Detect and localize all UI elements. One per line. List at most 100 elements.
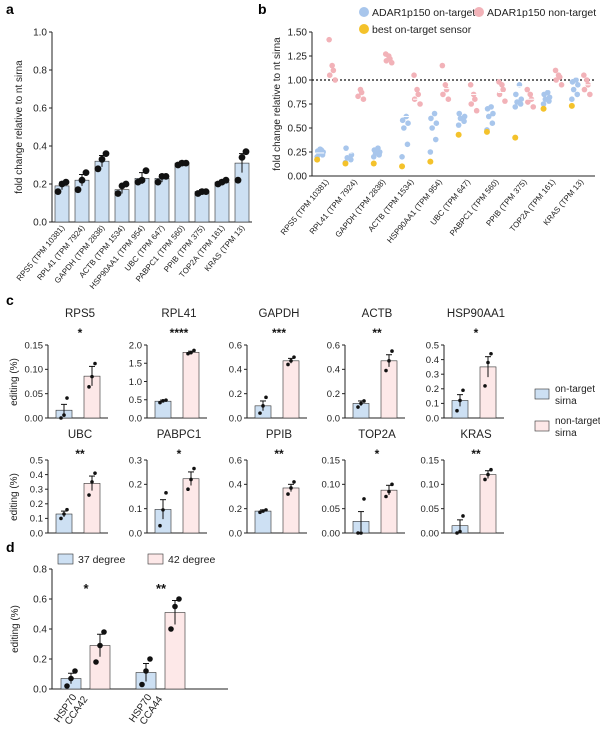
b-non-target-point — [555, 72, 562, 78]
b-on-target-point — [569, 96, 575, 102]
c-KRAS-data-point — [489, 467, 493, 472]
c-significance-marker: * — [375, 447, 380, 461]
b-non-target-point — [330, 67, 337, 74]
c-PPIB-bar — [282, 487, 300, 534]
b-non-target-point — [558, 82, 565, 88]
c-significance-marker: ** — [471, 447, 481, 461]
c-GAPDH-data-point — [258, 411, 262, 415]
b-non-target-point — [500, 86, 506, 93]
b-legend-marker — [359, 7, 369, 17]
b-on-target-point — [575, 82, 581, 88]
a-data-point — [74, 186, 82, 194]
c-significance-marker: *** — [272, 326, 286, 340]
c-legend-label-line2: sirna — [555, 428, 577, 439]
c-TOP2A-y-tick-label: 0.00 — [322, 528, 341, 539]
b-on-target-point — [461, 113, 468, 120]
a-y-axis-label: fold change relative to nt sirna — [14, 60, 25, 194]
b-non-target-point — [414, 86, 420, 93]
c-KRAS-data-point — [455, 531, 459, 535]
a-data-point — [102, 150, 110, 158]
c-HSP90AA1-y-tick-label: 0.5 — [426, 340, 439, 351]
a-data-point — [94, 165, 102, 173]
c-HSP90AA1-data-point — [489, 351, 493, 356]
c-TOP2A-data-point — [387, 489, 391, 494]
c-TOP2A-y-tick-label: 0.10 — [322, 480, 341, 491]
b-non-target-point — [443, 86, 450, 93]
d-y-tick-label: 0.6 — [33, 595, 47, 606]
b-legend-marker — [474, 7, 484, 17]
a-data-point — [138, 176, 146, 184]
b-legend-label: ADAR1p150 non-target — [487, 7, 596, 19]
b-y-tick-label: 0.25 — [288, 148, 308, 159]
c-HSP90AA1-y-tick-label: 0.2 — [426, 384, 439, 395]
b-non-target-point — [552, 67, 559, 74]
b-x-tick-label: HSP90AA1 (TPM 954) — [385, 177, 444, 245]
c-ACTB-data-point — [390, 349, 394, 353]
b-legend-label: best on-target sensor — [372, 24, 472, 36]
c-RPS5-data-point — [62, 413, 66, 417]
c-ACTB-data-point — [387, 359, 391, 363]
b-on-target-point — [540, 101, 547, 107]
c-TOP2A-bar — [380, 489, 398, 534]
c-UBC-y-tick-label: 0.1 — [30, 514, 43, 525]
b-non-target-point — [581, 72, 587, 78]
a-y-tick-label: 0.4 — [33, 142, 47, 153]
d-legend-swatch-42 — [147, 553, 164, 565]
a-data-point — [222, 176, 230, 184]
c-UBC-data-point — [65, 507, 69, 512]
a-data-point — [238, 154, 246, 161]
d-data-point — [139, 681, 145, 688]
c-RPL41-data-point — [161, 399, 165, 403]
b-non-target-point — [445, 96, 452, 102]
c-TOP2A-data-point — [356, 531, 360, 535]
c-significance-marker: * — [177, 447, 182, 461]
b-non-target-point — [326, 36, 332, 43]
c-HSP90AA1-y-tick-label: 0.4 — [426, 355, 439, 366]
c-legend-swatch-on-target — [534, 388, 550, 400]
a-data-point — [154, 178, 162, 186]
c-GAPDH-data-point — [261, 404, 265, 408]
d-y-tick-label: 0.4 — [33, 625, 47, 636]
b-on-target-point — [490, 110, 496, 117]
c-PABPC1-data-point — [186, 487, 190, 492]
b-on-target-point — [546, 94, 553, 101]
c-RPS5-data-point — [65, 396, 69, 400]
c-RPS5-y-tick-label: 0.00 — [25, 413, 44, 424]
c-RPS5-y-tick-label: 0.15 — [25, 340, 44, 351]
c-RPL41-data-point — [186, 351, 190, 356]
c-UBC-data-point — [62, 512, 66, 516]
b-y-tick-label: 1.00 — [288, 76, 308, 87]
b-on-target-point — [514, 99, 520, 105]
b-non-target-point — [527, 91, 534, 98]
d-legend-swatch-37 — [57, 553, 74, 565]
c-PABPC1-y-tick-label: 0.2 — [129, 480, 142, 491]
c-PABPC1-data-point — [189, 477, 193, 482]
c-GAPDH-y-tick-label: 0.4 — [229, 365, 242, 376]
b-non-target-point — [382, 51, 389, 57]
c-ACTB-data-point — [356, 405, 360, 409]
c-PPIB-y-tick-label: 0.2 — [229, 504, 242, 515]
b-on-target-point — [518, 96, 525, 102]
a-y-tick-label: 0.6 — [33, 104, 47, 115]
c-ACTB-bar — [380, 360, 398, 419]
c-TOP2A-data-point — [390, 482, 394, 487]
c-subplot-title: RPS5 — [65, 308, 95, 320]
b-non-target-point — [524, 86, 531, 93]
c-KRAS-y-tick-label: 0.10 — [421, 480, 440, 491]
d-legend-label: 42 degree — [168, 554, 215, 566]
d-significance-marker: ** — [156, 581, 167, 596]
c-PPIB-y-tick-label: 0.6 — [229, 455, 242, 466]
c-ACTB-y-tick-label: 0.0 — [327, 413, 340, 424]
b-on-target-point — [516, 82, 523, 88]
c-UBC-data-point — [93, 471, 97, 475]
c-RPS5-data-point — [93, 361, 97, 366]
b-non-target-point — [332, 77, 338, 83]
d-data-point — [172, 603, 178, 610]
c-significance-marker: ** — [274, 447, 284, 461]
a-data-point — [54, 188, 62, 196]
c-TOP2A-y-tick-label: 0.15 — [322, 455, 341, 466]
b-on-target-point — [455, 122, 462, 128]
c-KRAS-y-tick-label: 0.05 — [421, 504, 440, 515]
b-y-tick-label: 0.50 — [288, 124, 308, 135]
a-y-tick-label: 0.0 — [33, 218, 47, 229]
